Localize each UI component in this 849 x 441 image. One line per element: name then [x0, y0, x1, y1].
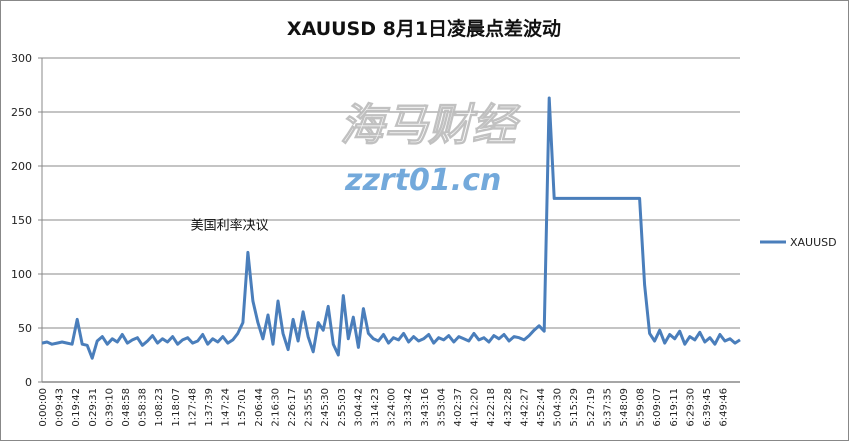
x-tick-label: 1:47:24 — [221, 388, 232, 427]
x-tick-label: 1:08:23 — [154, 388, 165, 427]
x-tick-label: 0:48:58 — [121, 388, 132, 427]
legend-label: XAUUSD — [790, 236, 837, 249]
x-tick-label: 2:35:55 — [304, 388, 315, 427]
x-tick-label: 4:02:37 — [453, 388, 464, 427]
x-tick-label: 6:09:07 — [652, 388, 663, 427]
x-tick-label: 2:55:03 — [337, 388, 348, 427]
x-tick-label: 2:26:17 — [287, 388, 298, 427]
y-tick-label: 0 — [25, 376, 32, 389]
x-tick-label: 5:37:35 — [602, 388, 613, 427]
x-tick-label: 2:45:30 — [320, 388, 331, 427]
x-tick-label: 5:48:09 — [619, 388, 630, 427]
x-tick-label: 0:09:43 — [55, 388, 66, 427]
y-tick-label: 200 — [11, 160, 32, 173]
annotation-rate-decision: 美国利率决议 — [191, 217, 269, 233]
x-tick-label: 3:24:00 — [387, 388, 398, 427]
x-tick-label: 1:18:07 — [171, 388, 182, 427]
watermark-url: zzrt01.cn — [344, 163, 501, 198]
x-tick-label: 6:49:46 — [719, 388, 730, 427]
x-tick-label: 0:29:31 — [88, 388, 99, 427]
x-tick-label: 5:15:29 — [569, 388, 580, 427]
x-tick-label: 4:32:28 — [503, 388, 514, 427]
x-tick-label: 1:27:48 — [187, 388, 198, 427]
y-tick-label: 300 — [11, 52, 32, 65]
x-tick-label: 2:16:30 — [270, 388, 281, 427]
x-tick-label: 6:29:30 — [685, 388, 696, 427]
x-tick-label: 3:04:42 — [353, 388, 364, 427]
x-tick-label: 5:59:08 — [636, 388, 647, 427]
x-tick-label: 5:27:19 — [586, 388, 597, 427]
x-tick-label: 0:19:42 — [71, 388, 82, 427]
x-tick-label: 4:42:27 — [519, 388, 530, 427]
x-tick-label: 0:58:38 — [138, 388, 149, 427]
x-tick-label: 4:12:20 — [470, 388, 481, 427]
x-tick-label: 2:06:44 — [254, 388, 265, 427]
x-tick-label: 0:00:00 — [38, 388, 49, 427]
y-tick-label: 100 — [11, 268, 32, 281]
x-tick-label: 4:52:44 — [536, 388, 547, 427]
x-tick-label: 1:57:01 — [237, 388, 248, 427]
x-tick-label: 3:53:04 — [436, 388, 447, 427]
y-tick-label: 150 — [11, 214, 32, 227]
x-tick-label: 0:39:10 — [104, 388, 115, 427]
y-axis: 0 50 100 150 200 250 300 — [11, 52, 43, 389]
series-line-xauusd — [41, 96, 741, 360]
watermark: 海马财经 zzrt01.cn — [340, 100, 522, 199]
legend: XAUUSD — [760, 236, 837, 249]
x-tick-label: 3:33:42 — [403, 388, 414, 427]
y-tick-label: 250 — [11, 106, 32, 119]
watermark-text: 海马财经 — [340, 100, 521, 151]
x-axis: 0:00:00 0:09:43 0:19:42 0:29:31 0:39:10 0:48:… — [38, 381, 740, 427]
x-tick-label: 1:37:39 — [204, 388, 215, 427]
x-tick-label: 6:39:45 — [702, 388, 713, 427]
x-tick-label: 4:22:18 — [486, 388, 497, 427]
x-tick-label: 5:04:30 — [553, 388, 564, 427]
x-tick-label: 3:43:16 — [420, 388, 431, 427]
x-tick-label: 3:14:23 — [370, 388, 381, 427]
chart-title: XAUUSD 8月1日凌晨点差波动 — [287, 17, 561, 40]
gridlines — [42, 57, 740, 329]
y-tick-label: 50 — [18, 322, 32, 335]
x-tick-label: 6:19:11 — [669, 388, 680, 427]
